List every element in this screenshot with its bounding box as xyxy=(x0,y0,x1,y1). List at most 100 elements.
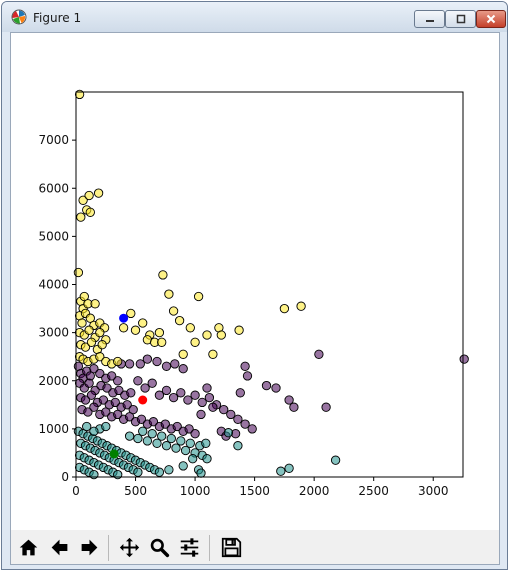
window-title: Figure 1 xyxy=(33,11,81,25)
desktop-background xyxy=(506,0,521,572)
scatter-point xyxy=(191,430,199,438)
x-tick-label: 2500 xyxy=(358,484,389,498)
scatter-point xyxy=(162,386,170,394)
pan-button[interactable] xyxy=(117,535,142,560)
scatter-point xyxy=(165,290,173,298)
scatter-point xyxy=(90,427,98,435)
scatter-point xyxy=(460,355,468,363)
centroid-point xyxy=(119,314,128,323)
scatter-point xyxy=(75,90,83,98)
x-tick-label: 500 xyxy=(124,484,147,498)
x-tick-label: 2000 xyxy=(299,484,330,498)
y-tick-label: 2000 xyxy=(38,374,69,388)
close-button[interactable] xyxy=(476,10,506,28)
maximize-button[interactable] xyxy=(445,10,476,28)
arrow-left-icon xyxy=(49,537,70,558)
close-icon xyxy=(486,14,496,24)
scatter-point xyxy=(78,319,86,327)
save-button[interactable] xyxy=(219,535,244,560)
scatter-point xyxy=(186,324,194,332)
back-button[interactable] xyxy=(47,535,72,560)
scatter-point xyxy=(277,467,285,475)
scatter-point xyxy=(290,403,298,411)
x-tick-label: 1000 xyxy=(180,484,211,498)
scatter-point xyxy=(322,403,330,411)
matplotlib-icon xyxy=(11,9,27,25)
scatter-point xyxy=(194,292,202,300)
scatter-point xyxy=(167,434,175,442)
minimize-button[interactable] xyxy=(414,10,445,28)
figure-canvas[interactable]: 0 500 1000 1500 2000 2500 3000 0 1000 2000 3000 40… xyxy=(10,32,500,565)
scatter-point xyxy=(94,189,102,197)
scatter-point xyxy=(177,437,185,445)
scatter-point xyxy=(186,439,194,447)
scatter-point xyxy=(243,372,251,380)
scatter-point xyxy=(134,377,142,385)
toolbar-separator xyxy=(209,535,210,561)
scatter-point xyxy=(159,271,167,279)
points-layer xyxy=(74,90,468,479)
scatter-point xyxy=(236,389,244,397)
scatter-point xyxy=(224,429,232,437)
scatter-point xyxy=(90,470,98,478)
scatter-point xyxy=(155,468,163,476)
x-tick-label: 1500 xyxy=(239,484,270,498)
minimize-icon xyxy=(425,14,435,24)
scatter-point xyxy=(85,379,93,387)
scatter-point xyxy=(102,422,110,430)
scatter-point xyxy=(234,442,242,450)
scatter-point xyxy=(165,466,173,474)
scatter-point xyxy=(179,365,187,373)
zoom-button[interactable] xyxy=(147,535,172,560)
scatter-point xyxy=(209,403,217,411)
scatter-point xyxy=(125,360,133,368)
home-button[interactable] xyxy=(16,535,41,560)
scatter-point xyxy=(139,427,147,435)
title-bar[interactable]: Figure 1 xyxy=(2,2,507,32)
scatter-point xyxy=(177,389,185,397)
scatter-point xyxy=(127,389,135,397)
scatter-point xyxy=(74,268,82,276)
scatter-point xyxy=(114,377,122,385)
scatter-point xyxy=(202,439,210,447)
x-tick-label: 3000 xyxy=(418,484,449,498)
pan-move-icon xyxy=(119,537,140,558)
scatter-point xyxy=(131,326,139,334)
scatter-point xyxy=(86,208,94,216)
scatter-point xyxy=(241,362,249,370)
configure-subplots-button[interactable] xyxy=(177,535,202,560)
scatter-point xyxy=(217,331,225,339)
scatter-point xyxy=(331,456,339,464)
scatter-point xyxy=(158,432,166,440)
forward-button[interactable] xyxy=(77,535,102,560)
x-axis: 0 500 1000 1500 2000 2500 3000 xyxy=(72,477,448,498)
scatter-point xyxy=(87,391,95,399)
scatter-point xyxy=(153,357,161,365)
scatter-point xyxy=(96,328,104,336)
scatter-point xyxy=(179,462,187,470)
y-tick-label: 0 xyxy=(61,470,69,484)
scatter-point xyxy=(90,403,98,411)
scatter-point xyxy=(119,324,127,332)
scatter-point xyxy=(148,379,156,387)
scatter-point xyxy=(91,300,99,308)
sliders-icon xyxy=(179,537,200,558)
scatter-point xyxy=(297,302,305,310)
scatter-point xyxy=(285,464,293,472)
scatter-point xyxy=(280,304,288,312)
scatter-point xyxy=(125,432,133,440)
scatter-point xyxy=(98,341,106,349)
scatter-point xyxy=(203,455,211,463)
scatter-plot[interactable]: 0 500 1000 1500 2000 2500 3000 0 1000 2000 3000 40… xyxy=(11,33,499,530)
scatter-point xyxy=(114,470,122,478)
y-tick-label: 3000 xyxy=(38,326,69,340)
centroid-point xyxy=(110,449,119,458)
scatter-point xyxy=(315,350,323,358)
scatter-point xyxy=(169,307,177,315)
y-tick-label: 7000 xyxy=(38,133,69,147)
scatter-point xyxy=(148,430,156,438)
figure-window: Figure 1 0 500 1000 1500 2000 2500 3000 0 1000 2… xyxy=(1,1,508,570)
scatter-point xyxy=(197,410,205,418)
scatter-point xyxy=(205,393,213,401)
scatter-point xyxy=(114,357,122,365)
